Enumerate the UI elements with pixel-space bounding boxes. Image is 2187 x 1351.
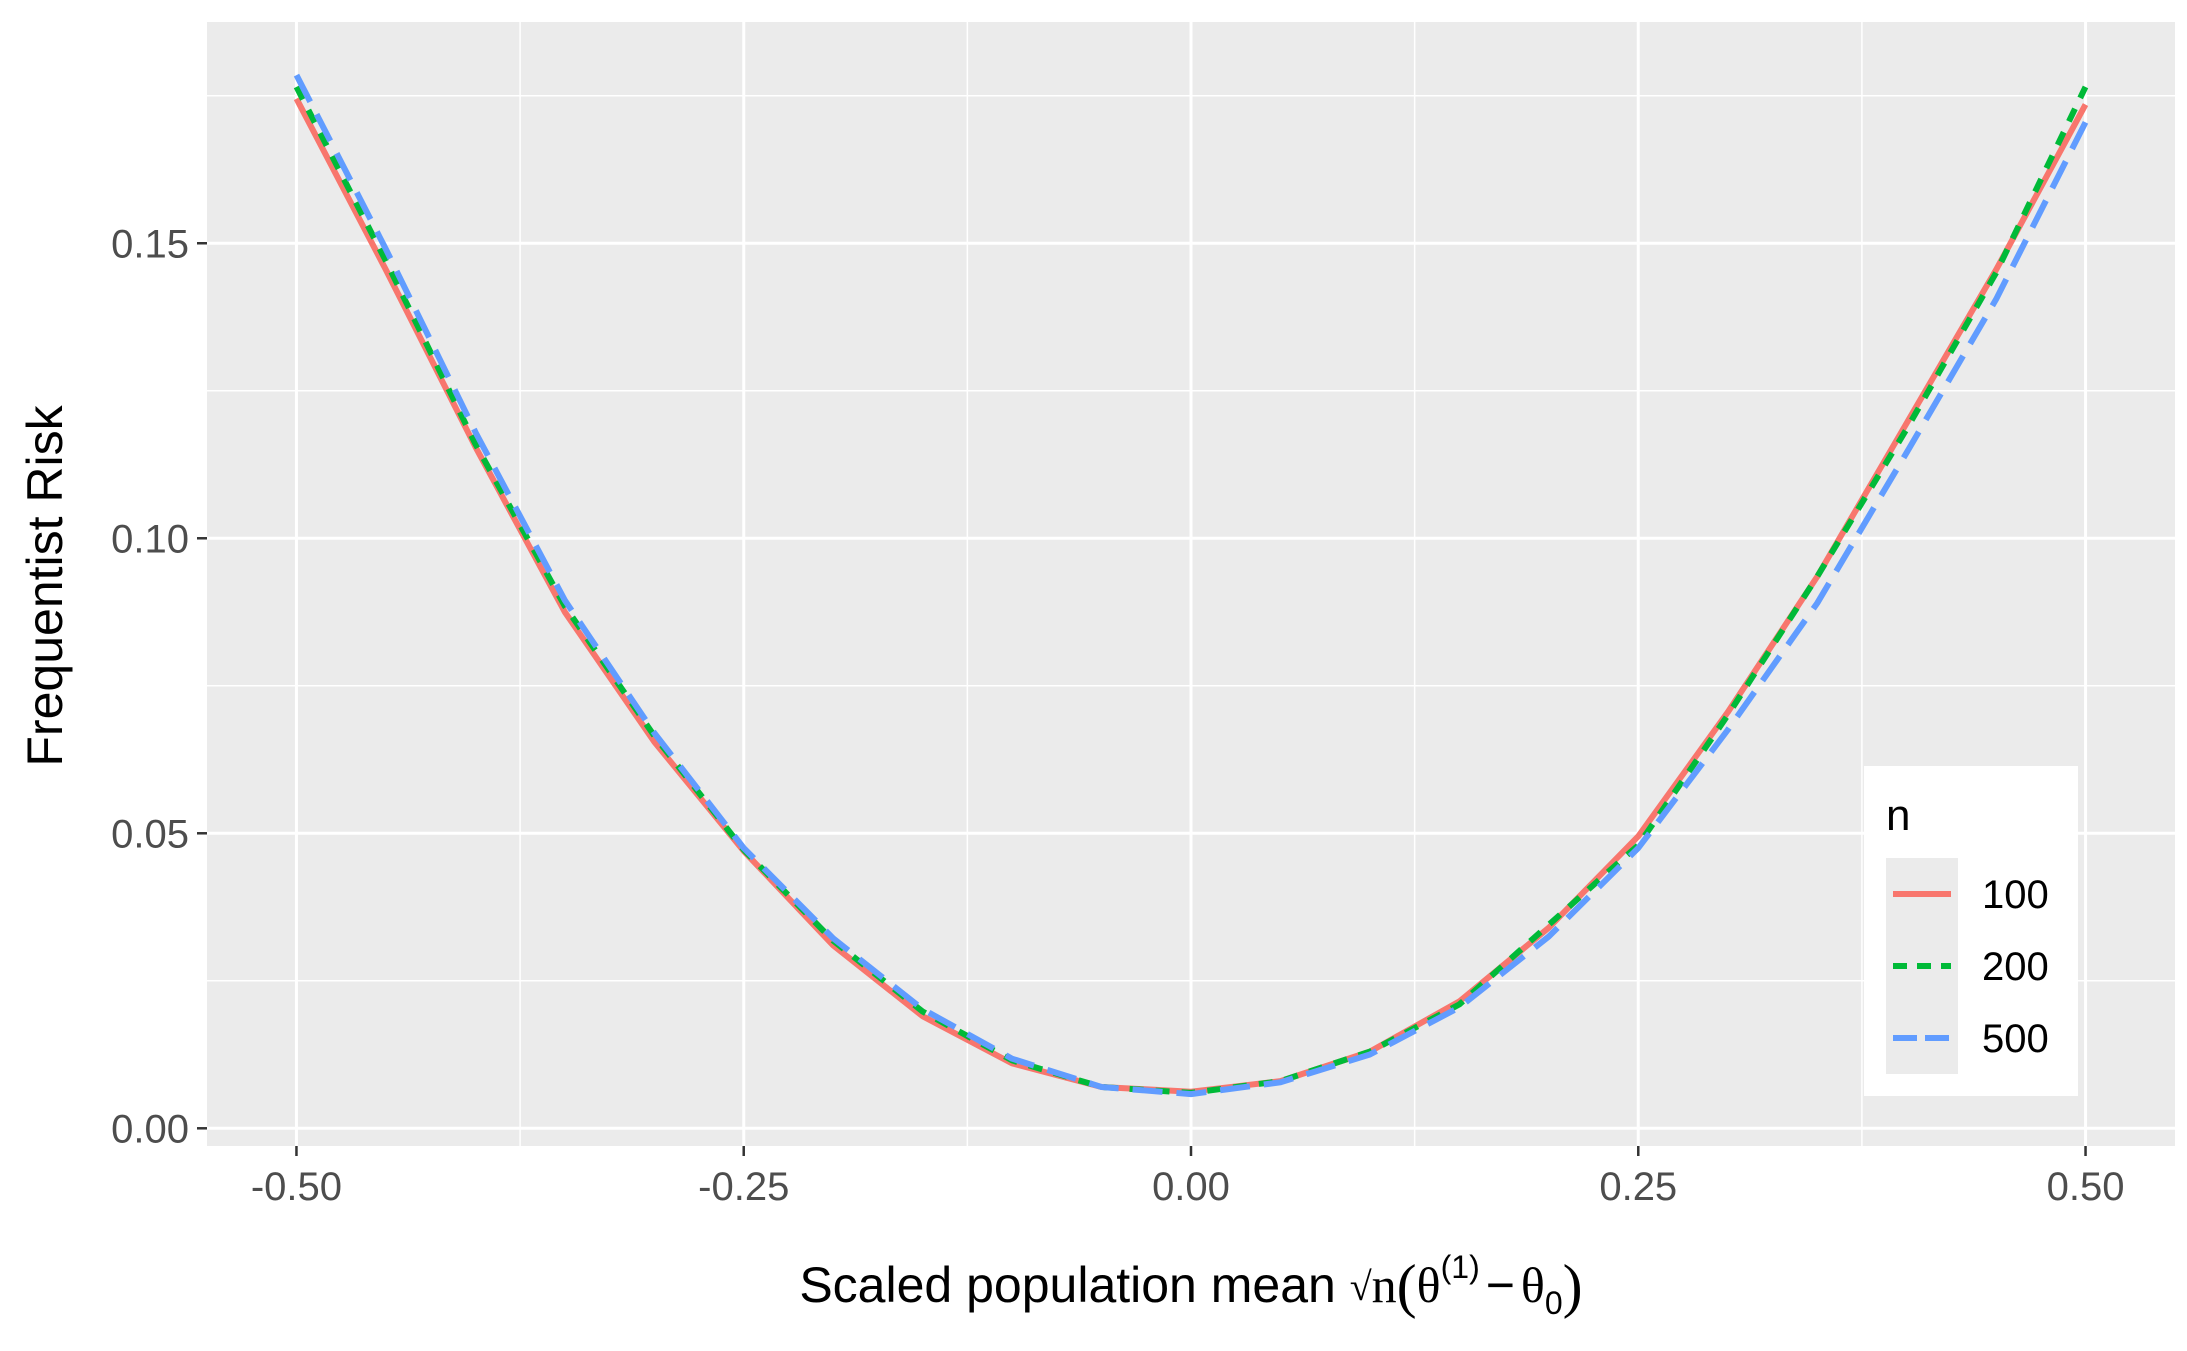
close-paren: ) [1563, 1253, 1583, 1319]
x-tick-label: -0.50 [251, 1165, 342, 1209]
open-paren: ( [1397, 1253, 1417, 1319]
sqrt-arg: n [1372, 1257, 1397, 1313]
y-axis-title: Frequentist Risk [17, 404, 73, 766]
legend-label-500: 500 [1982, 1017, 2049, 1061]
x-tick-label: 0.50 [2047, 1165, 2125, 1209]
theta-symbol: θ [1417, 1257, 1441, 1313]
x-axis: -0.50 -0.25 0.00 0.25 0.50 [251, 1146, 2125, 1209]
x-tick-label: 0.00 [1152, 1165, 1230, 1209]
y-tick-label: 0.10 [111, 517, 189, 561]
y-tick-label: 0.05 [111, 812, 189, 856]
y-tick-label: 0.00 [111, 1107, 189, 1151]
major-gridlines [207, 22, 2175, 1146]
x-axis-title: Scaled population mean √n(θ(1) − θ0) [799, 1249, 1582, 1321]
legend-title: n [1886, 791, 1910, 840]
sqrt-sign: √ [1350, 1264, 1372, 1309]
y-axis: 0.00 0.05 0.10 0.15 [111, 222, 207, 1151]
x-tick-label: 0.25 [1599, 1165, 1677, 1209]
x-tick-label: -0.25 [698, 1165, 789, 1209]
x-axis-title-prefix: Scaled population mean [799, 1257, 1349, 1313]
legend-label-200: 200 [1982, 945, 2049, 989]
theta0-subscript: 0 [1545, 1285, 1563, 1321]
series-line-500 [293, 73, 2089, 1098]
theta0-symbol: θ [1521, 1257, 1545, 1313]
legend-label-100: 100 [1982, 873, 2049, 917]
legend: n 100 200 500 [1864, 766, 2078, 1096]
y-tick-label: 0.15 [111, 222, 189, 266]
theta-superscript: (1) [1441, 1249, 1480, 1285]
series-layer [293, 73, 2089, 1098]
minus-sign: − [1486, 1257, 1515, 1313]
legend-items: 100 200 500 [1886, 858, 2049, 1074]
